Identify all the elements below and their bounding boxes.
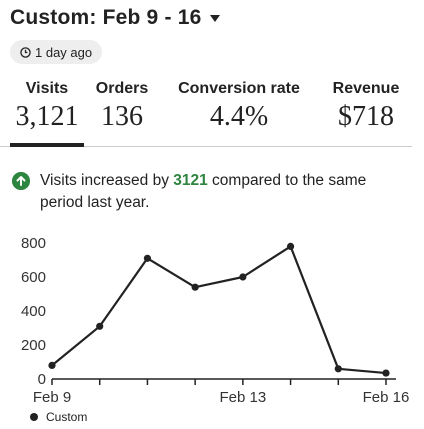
stat-visits-tab[interactable]: Visits 3,121	[14, 80, 80, 133]
stat-orders-tab[interactable]: Orders 136	[90, 80, 154, 133]
updated-label: 1 day ago	[35, 44, 93, 60]
data-point	[286, 242, 295, 250]
stat-label-revenue: Revenue	[332, 80, 400, 97]
data-point	[96, 322, 104, 330]
y-tick-label: 400	[21, 303, 46, 320]
stat-value-revenue: $718	[338, 101, 394, 132]
notice-number: 3121	[173, 172, 208, 189]
stat-value-orders: 136	[101, 101, 143, 132]
updated-badge: 1 day ago	[10, 40, 103, 64]
data-point	[334, 365, 342, 373]
visits-line-chart: 0 200 400 600 800 Feb 9 Feb 13 Feb 16	[21, 235, 410, 406]
active-tab-indicator	[10, 143, 84, 147]
stat-conversion-tab[interactable]: Conversion rate 4.4%	[172, 80, 306, 133]
x-tick-label: Feb 16	[363, 389, 410, 406]
data-point	[48, 361, 56, 369]
x-tick-label: Feb 9	[33, 389, 71, 406]
chart-legend: Custom	[30, 410, 87, 424]
stat-value-conversion: 4.4%	[209, 101, 269, 132]
comparison-notice: Visits increased by 3121 compared to the…	[12, 170, 392, 214]
series-line	[51, 245, 387, 375]
x-tick-label: Feb 13	[220, 389, 267, 406]
tabs-divider	[0, 146, 412, 147]
arrow-up-circle-icon	[12, 172, 30, 190]
y-tick-label: 0	[38, 371, 46, 388]
legend-label: Custom	[46, 410, 88, 424]
stat-value-visits: 3,121	[15, 101, 79, 132]
data-point	[382, 369, 390, 377]
notice-text-end: compared to the same period last year.	[40, 172, 367, 211]
y-tick-label: 200	[21, 337, 46, 354]
chevron-down-icon	[210, 14, 221, 22]
stat-revenue-tab[interactable]: Revenue $718	[326, 80, 406, 133]
legend-marker	[30, 413, 38, 421]
clock-icon	[20, 46, 31, 58]
data-point	[239, 273, 247, 281]
stat-label-visits: Visits	[25, 80, 69, 97]
page-title: Custom: Feb 9 - 16	[10, 6, 202, 29]
data-point	[191, 283, 199, 291]
data-point	[143, 254, 152, 262]
stat-label-orders: Orders	[95, 80, 149, 97]
stat-label-conversion: Conversion rate	[178, 80, 300, 97]
notice-text-start: Visits increased by	[40, 172, 174, 189]
y-tick-label: 600	[21, 269, 46, 286]
date-range-selector[interactable]: Custom: Feb 9 - 16	[10, 6, 221, 30]
y-tick-label: 800	[21, 235, 46, 252]
